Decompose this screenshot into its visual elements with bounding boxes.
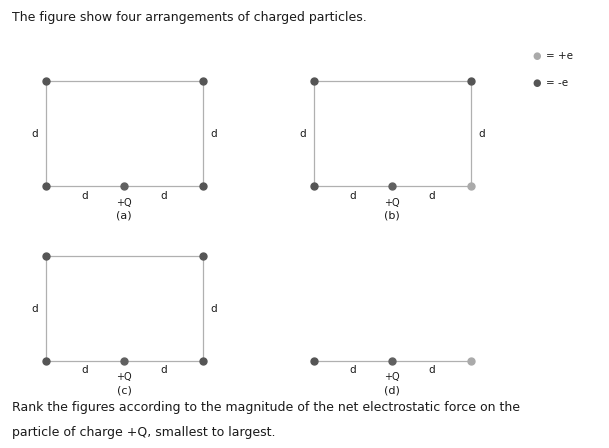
Text: d: d [478,129,485,139]
Text: d: d [160,191,167,201]
Text: +Q: +Q [116,198,132,208]
Text: d: d [350,191,356,201]
Text: (b): (b) [384,211,400,221]
Text: (a): (a) [116,211,132,221]
Text: d: d [300,129,306,139]
Text: d: d [210,129,217,139]
Text: ●: ● [533,78,541,88]
Text: d: d [82,366,88,375]
Text: Rank the figures according to the magnitude of the net electrostatic force on th: Rank the figures according to the magnit… [12,401,520,414]
Text: d: d [210,304,217,314]
Text: d: d [32,304,38,314]
Text: particle of charge +Q, smallest to largest.: particle of charge +Q, smallest to large… [12,426,276,439]
Text: (d): (d) [384,386,400,396]
Text: = -e: = -e [546,78,568,88]
Text: d: d [350,366,356,375]
Text: d: d [428,366,435,375]
Text: d: d [32,129,38,139]
Text: +Q: +Q [116,372,132,383]
Text: ●: ● [533,51,541,61]
Text: d: d [160,366,167,375]
Text: (c): (c) [117,386,132,396]
Text: d: d [82,191,88,201]
Text: The figure show four arrangements of charged particles.: The figure show four arrangements of cha… [12,11,367,24]
Text: +Q: +Q [384,372,400,383]
Text: +Q: +Q [384,198,400,208]
Text: = +e: = +e [546,51,573,61]
Text: d: d [428,191,435,201]
